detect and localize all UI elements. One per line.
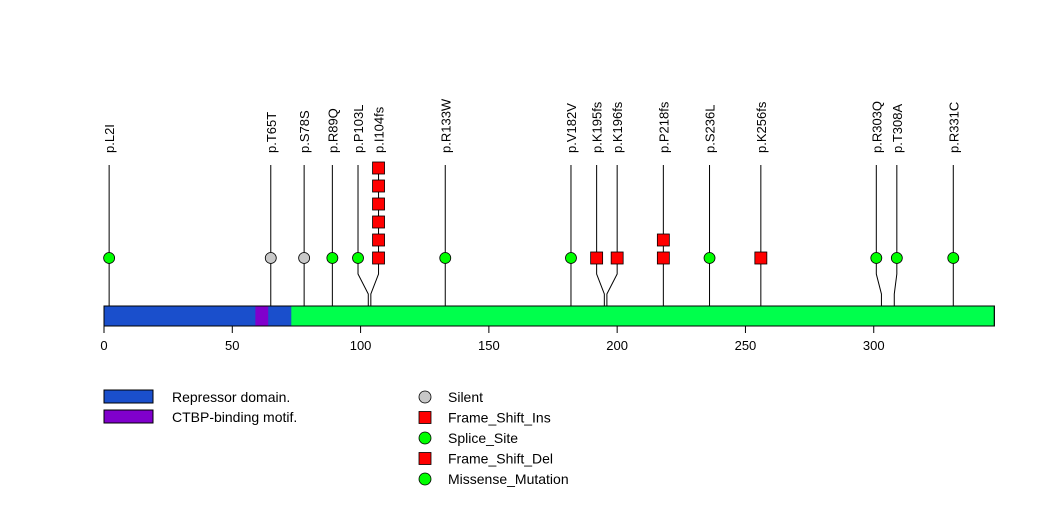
legend-marker-silent: [418, 390, 432, 404]
label-p-p218fs: p.P218fs: [656, 101, 671, 153]
stem-p-k196fs: [606, 165, 618, 326]
label-p-k256fs: p.K256fs: [754, 101, 769, 153]
marker-p-v182v-1: [565, 252, 577, 264]
legend-swatch-repressor-domain: [103, 389, 154, 404]
marker-p-t308a-1: [890, 252, 903, 264]
marker-p-i104fs-5: [372, 179, 385, 193]
marker-p-k196fs-1: [610, 251, 624, 265]
legend-marker-missense-mutation: [418, 472, 432, 486]
marker-p-k195fs-1: [590, 251, 604, 265]
label-p-p103l: p.P103L: [351, 105, 366, 153]
label-p-r133w: p.R133W: [438, 98, 453, 153]
legend-label-repressor-domain: Repressor domain.: [172, 389, 290, 405]
protein-domains: [104, 306, 292, 326]
marker-p-i104fs-2: [372, 233, 385, 247]
marker-p-s236l-1: [703, 252, 716, 264]
x-tick-label-50: 50: [225, 338, 239, 353]
x-tick-label-100: 100: [350, 338, 372, 353]
x-tick-label-0: 0: [100, 338, 107, 353]
x-tick-label-150: 150: [478, 338, 500, 353]
legend-label-silent: Silent: [448, 389, 483, 405]
label-p-i104fs: p.I104fs: [372, 106, 387, 153]
legend-marker-frame-shift-del: [418, 452, 432, 465]
marker-p-p218fs-2: [656, 233, 670, 247]
marker-p-i104fs-3: [372, 215, 385, 229]
mutation-stems: [108, 165, 954, 326]
legend-label-splice-site: Splice_Site: [448, 430, 518, 446]
x-tick-label-300: 300: [863, 338, 885, 353]
marker-p-t65t-1: [264, 252, 277, 264]
domain-ctbp-binding-motif: [255, 306, 269, 326]
stem-p-t308a: [893, 165, 898, 326]
legend-swatch-ctbp-binding-motif: [103, 409, 154, 424]
marker-p-s78s-1: [298, 252, 311, 264]
legend-label-missense-mutation: Missense_Mutation: [448, 471, 569, 487]
stem-p-r303q: [875, 165, 882, 326]
domain-repressor-domain: [104, 306, 292, 326]
legend-label-ctbp-binding-motif: CTBP-binding motif.: [172, 409, 297, 425]
mutation-markers: [103, 161, 960, 265]
x-axis: 0 50 100 150 200 250 300: [100, 326, 885, 353]
marker-p-p218fs-1: [656, 251, 670, 265]
marker-p-r133w-1: [439, 252, 452, 264]
legend-label-frame-shift-del: Frame_Shift_Del: [448, 451, 553, 467]
label-p-t65t: p.T65T: [264, 112, 279, 153]
domain-legend: Repressor domain. CTBP-binding motif.: [103, 389, 297, 425]
marker-p-i104fs-1: [372, 251, 385, 265]
legend-label-frame-shift-ins: Frame_Shift_Ins: [448, 410, 551, 426]
marker-p-l2i-1: [103, 252, 116, 264]
marker-p-r89q-1: [326, 252, 339, 264]
label-p-k195fs: p.K195fs: [590, 101, 605, 153]
label-p-l2i: p.L2I: [102, 124, 117, 153]
label-p-v182v: p.V182V: [564, 103, 579, 153]
label-p-r331c: p.R331C: [946, 102, 961, 153]
marker-p-p103l-1: [352, 252, 364, 264]
marker-p-k256fs-1: [754, 251, 768, 265]
label-p-t308a: p.T308A: [890, 104, 905, 153]
protein-backbone-group: [103, 305, 995, 327]
label-p-r303q: p.R303Q: [869, 101, 884, 153]
x-tick-label-250: 250: [735, 338, 757, 353]
legend-marker-splice-site: [418, 431, 432, 445]
marker-p-r331c-1: [947, 252, 960, 264]
marker-p-r303q-1: [870, 252, 883, 264]
marker-p-i104fs-6: [372, 161, 385, 175]
marker-p-i104fs-4: [372, 197, 385, 211]
label-p-s236l: p.S236L: [703, 105, 718, 153]
legend-marker-frame-shift-ins: [418, 411, 432, 424]
label-p-s78s: p.S78S: [297, 110, 312, 153]
label-p-r89q: p.R89Q: [325, 108, 340, 153]
x-tick-label-200: 200: [606, 338, 628, 353]
mutation-type-legend: Silent Frame_Shift_Ins Splice_Site Frame_Sh…: [418, 389, 569, 487]
protein-backbone-outline: [103, 305, 995, 327]
stem-p-p103l: [357, 165, 369, 326]
label-p-k196fs: p.K196fs: [610, 101, 625, 153]
mutation-labels: p.L2I p.T65T p.S78S p.R89Q p.P103L p.I104fs p.…: [102, 98, 961, 153]
stem-p-k195fs: [596, 165, 605, 326]
